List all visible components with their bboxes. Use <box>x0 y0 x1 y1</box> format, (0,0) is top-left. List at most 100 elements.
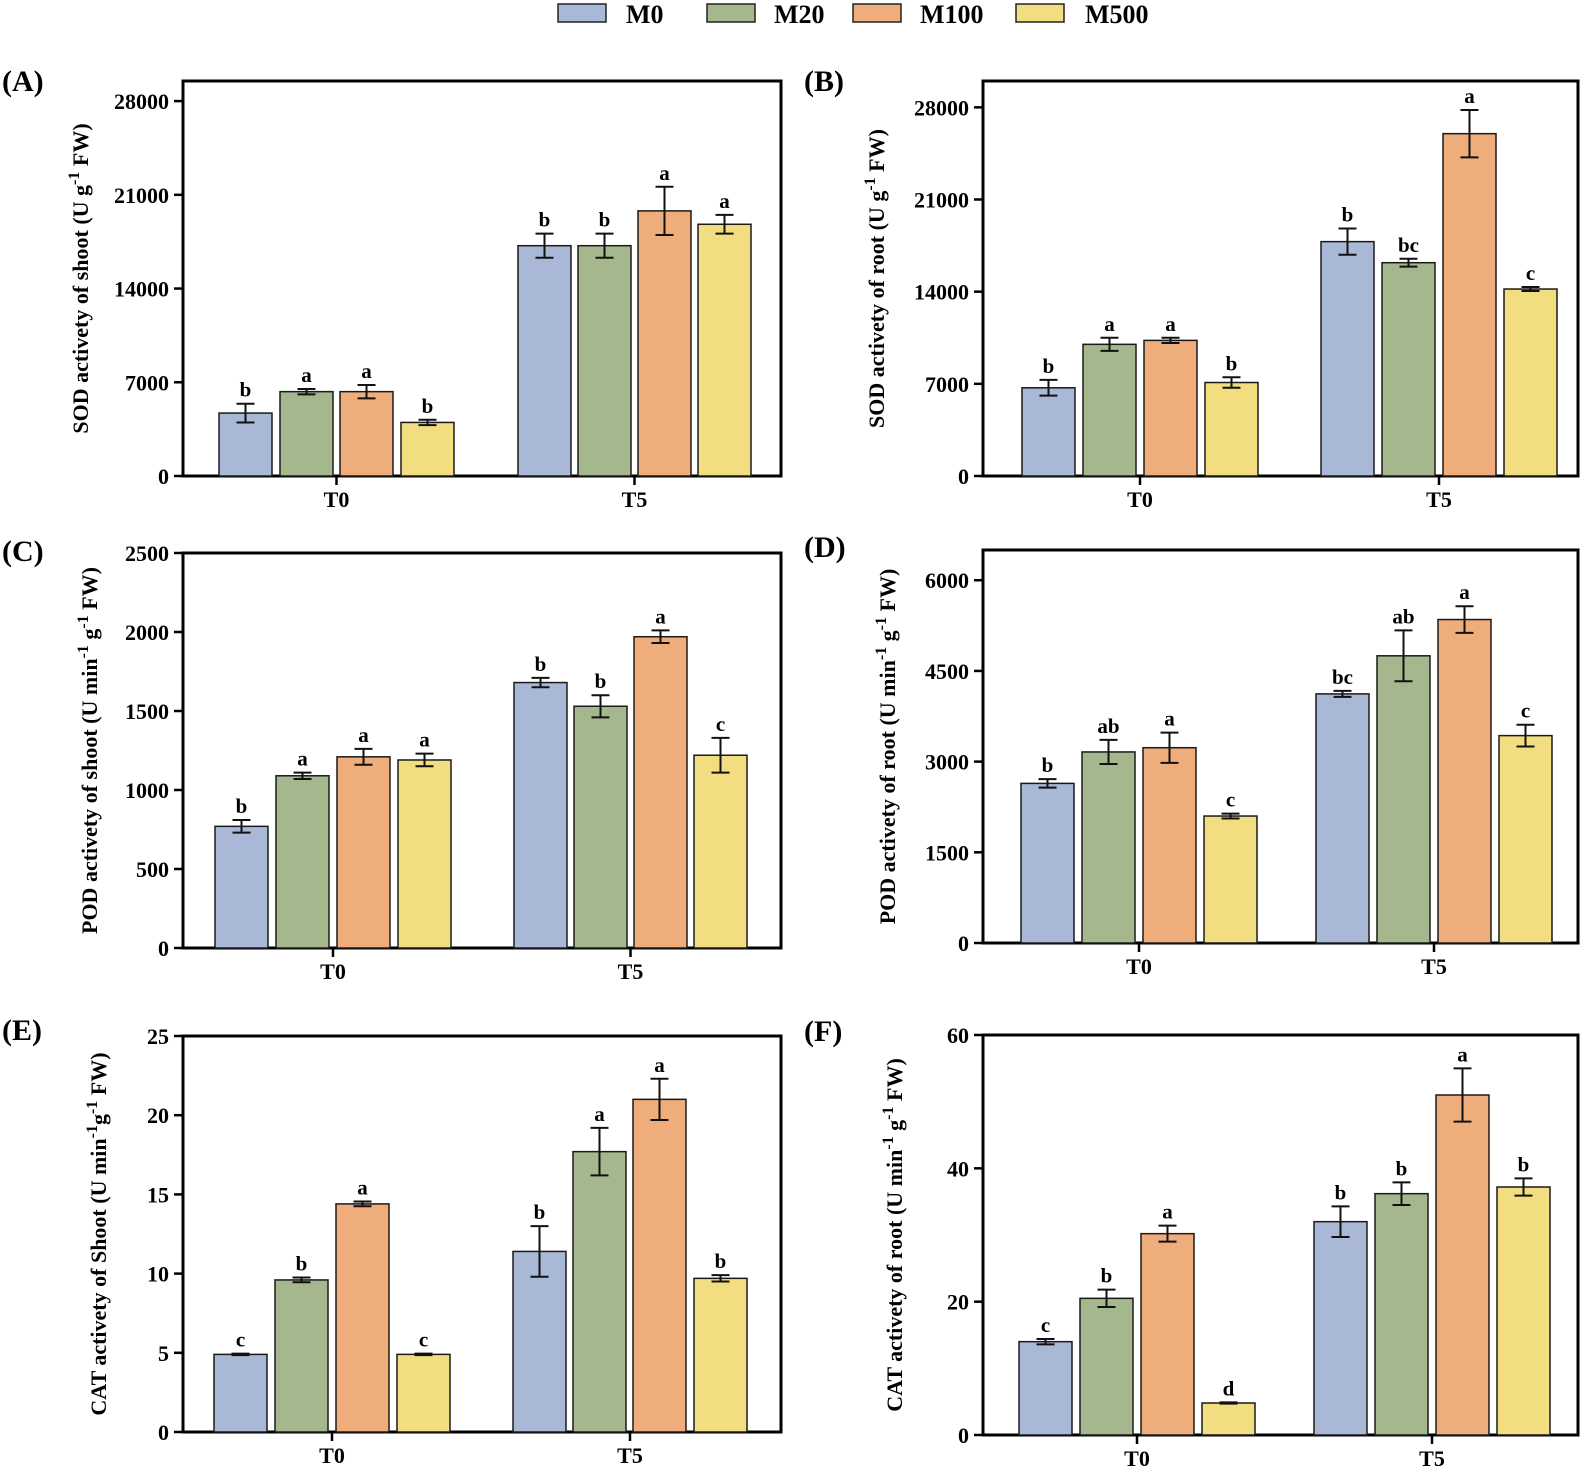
x-category-label: T5 <box>1419 1446 1445 1471</box>
bar-m100-t5 <box>1435 1094 1490 1436</box>
y-axis-label-part: g <box>86 1114 111 1125</box>
y-axis-label: POD activety of root (U min-1 g-1 FW) <box>873 569 900 925</box>
bar-m500-t5 <box>1498 734 1553 944</box>
bar-m500-t5 <box>1503 288 1558 477</box>
y-axis-label-part: g <box>882 1120 907 1137</box>
bar-m100-t0 <box>339 390 394 477</box>
bar-m100-t5 <box>633 635 688 949</box>
y-axis-label-part: SOD activety of root (U g <box>864 191 889 428</box>
bar-m100-t0 <box>335 1203 390 1433</box>
y-axis-label-part: POD activety of root (U min <box>875 660 900 924</box>
y-tick-label: 0 <box>958 1423 969 1448</box>
y-tick-label: 0 <box>158 936 169 961</box>
bar-m20-t0 <box>1082 343 1137 477</box>
plot-frame <box>181 79 783 478</box>
significance-letter: b <box>1396 1156 1408 1180</box>
y-axis-label-part: FW) <box>77 567 102 615</box>
y-tick-label: 1500 <box>925 840 969 865</box>
legend-label-m0: M0 <box>626 0 664 29</box>
legend-swatch-m500 <box>1015 3 1065 23</box>
bar-m0-t5 <box>1320 240 1375 477</box>
y-axis-label-part: g <box>77 629 102 646</box>
significance-letter: ab <box>1097 714 1119 738</box>
y-tick-label: 28000 <box>914 95 969 120</box>
y-axis-label: SOD activety of root (U g-1 FW) <box>862 129 889 428</box>
bar-m500-t0 <box>397 759 452 949</box>
y-axis-label-part: POD activety of shoot (U min <box>77 658 102 934</box>
bar-m500-t0 <box>1201 1402 1256 1436</box>
significance-letter: a <box>654 1053 665 1077</box>
plot-frame <box>181 1034 783 1434</box>
x-category-label: T5 <box>1426 487 1452 512</box>
panel-a: (A) 0 7000 14000 21000 28000 T0 T5 b b a b a a b a SOD a… <box>2 65 783 512</box>
significance-letter: b <box>1342 202 1354 226</box>
bar-m20-t0 <box>275 775 330 949</box>
y-axis-label-part: FW) <box>875 569 900 617</box>
y-tick-label: 60 <box>947 1023 969 1048</box>
y-axis-label-part: -1 <box>873 617 890 630</box>
bar-m20-t5 <box>1381 261 1436 477</box>
bar-m20-t5 <box>572 1150 627 1433</box>
y-axis-label-part: -1 <box>66 172 83 185</box>
x-category-label: T0 <box>320 959 346 984</box>
y-tick-label: 2000 <box>125 620 169 645</box>
y-tick-label: 6000 <box>925 568 969 593</box>
significance-letter: bc <box>1398 233 1419 257</box>
bar-m20-t5 <box>1376 655 1431 944</box>
significance-letter: a <box>1457 1042 1468 1066</box>
y-tick-label: 3000 <box>925 750 969 775</box>
y-tick-label: 14000 <box>114 277 169 302</box>
y-axis-label: SOD activety of shoot (U g-1 FW) <box>66 123 93 433</box>
significance-letter: b <box>240 378 252 402</box>
y-tick-label: 40 <box>947 1156 969 1181</box>
y-tick-label: 0 <box>958 464 969 489</box>
y-axis-label-part: CAT activety of root (U min <box>882 1150 907 1412</box>
y-axis-label: CAT activety of Shoot (U min-1g-1 FW) <box>84 1052 111 1415</box>
significance-letter: a <box>1104 312 1115 336</box>
significance-letter: a <box>1165 312 1176 336</box>
bar-m100-t0 <box>1142 746 1197 944</box>
plot-frame <box>181 551 783 950</box>
bar-m100-t0 <box>336 756 391 949</box>
panel-label: (C) <box>2 535 44 568</box>
x-category-label: T0 <box>1127 487 1153 512</box>
x-category-label: T0 <box>1126 954 1152 979</box>
significance-letter: a <box>1459 580 1470 604</box>
y-axis-label-part: -1 <box>84 1125 101 1138</box>
significance-letter: a <box>361 359 372 383</box>
significance-letter: b <box>1043 354 1055 378</box>
significance-letter: b <box>715 1249 727 1273</box>
significance-letter: b <box>1518 1152 1530 1176</box>
significance-letter: b <box>534 1200 546 1224</box>
bar-m100-t5 <box>1442 132 1497 477</box>
y-tick-label: 15 <box>147 1182 169 1207</box>
bar-m0-t0 <box>1021 387 1076 477</box>
x-category-label: T5 <box>617 1443 643 1468</box>
bar-m100-t5 <box>637 210 692 477</box>
significance-letter: a <box>655 604 666 628</box>
y-tick-label: 5 <box>158 1341 169 1366</box>
significance-letter: b <box>599 208 611 232</box>
x-category-label: T5 <box>622 487 648 512</box>
y-tick-label: 28000 <box>114 89 169 114</box>
significance-letter: b <box>236 794 248 818</box>
bar-m0-t0 <box>213 1353 268 1433</box>
significance-letter: bc <box>1332 665 1353 689</box>
panel-label: (B) <box>804 65 844 98</box>
legend-label-m20: M20 <box>774 0 825 29</box>
significance-letter: c <box>1041 1313 1050 1337</box>
y-tick-label: 0 <box>158 1420 169 1445</box>
significance-letter: a <box>1162 1200 1173 1224</box>
bar-m0-t0 <box>1020 782 1075 944</box>
y-axis-label-part: FW) <box>882 1058 907 1106</box>
significance-letter: a <box>297 747 308 771</box>
bar-m500-t0 <box>1203 815 1258 944</box>
y-tick-label: 1000 <box>125 778 169 803</box>
y-axis-label-part: -1 <box>75 645 92 658</box>
bar-m20-t0 <box>1079 1297 1134 1436</box>
significance-letter: b <box>1226 351 1238 375</box>
significance-letter: ab <box>1392 604 1414 628</box>
bar-m0-t5 <box>1313 1220 1368 1436</box>
panel-d: (D) 0 1500 3000 4500 6000 T0 T5 b bc ab ab a a c c POD a… <box>804 531 1580 979</box>
